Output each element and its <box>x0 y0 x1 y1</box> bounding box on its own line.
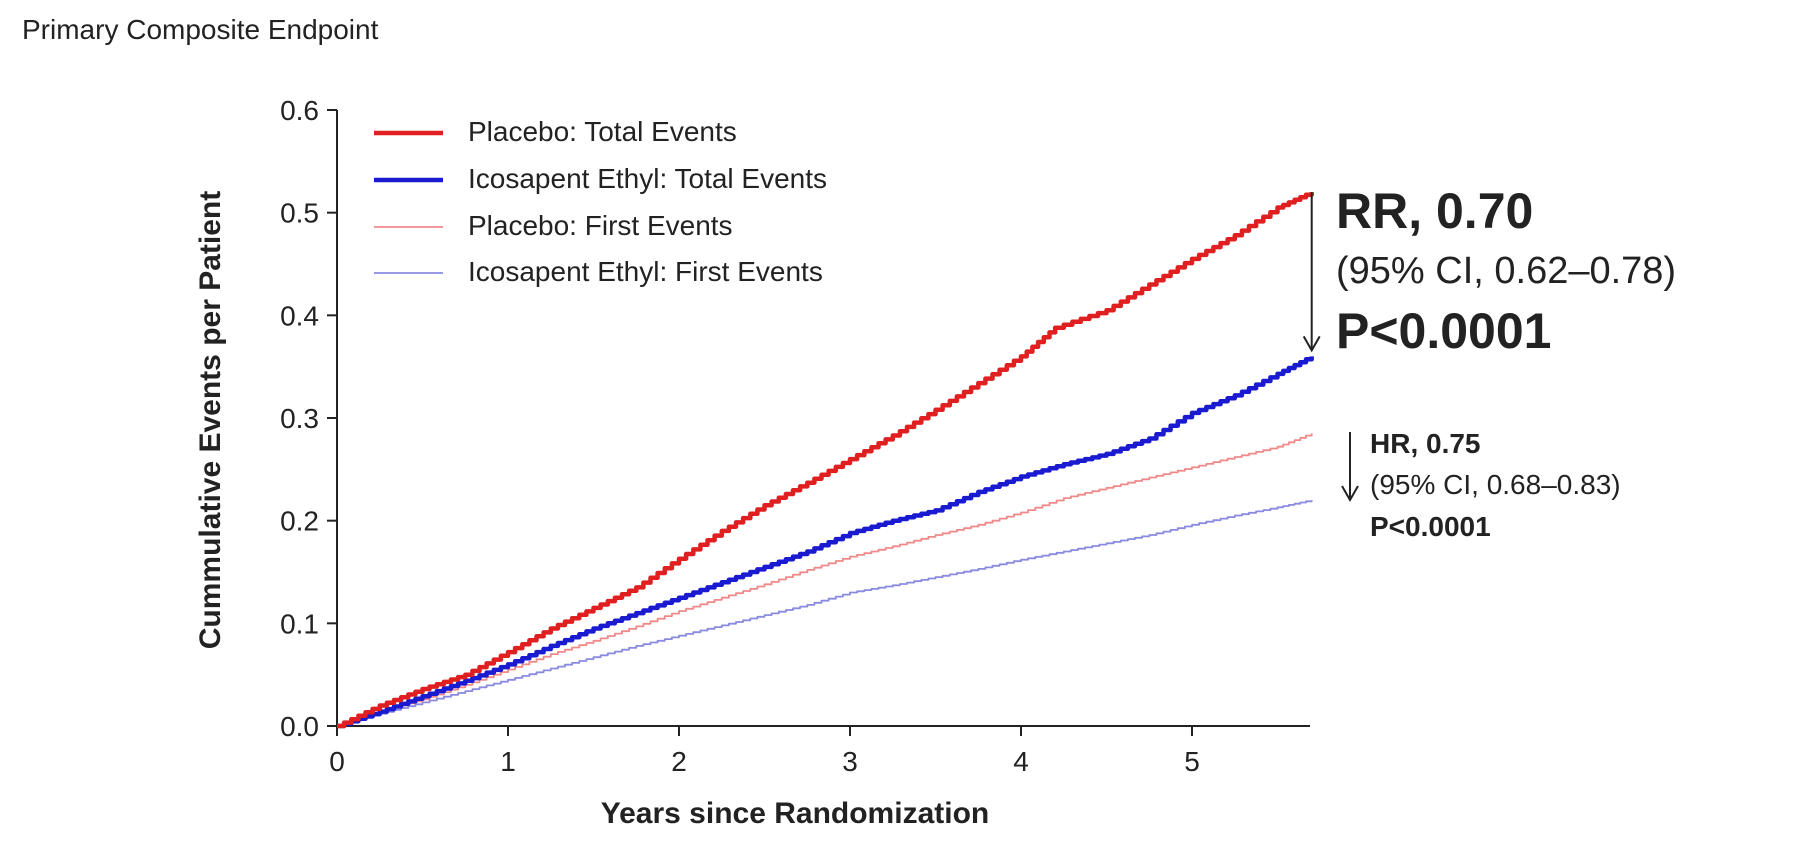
series-layer <box>337 192 1314 729</box>
legend-label-placebo-first: Placebo: First Events <box>468 210 733 241</box>
series-line-1 <box>337 356 1314 729</box>
legend-lines <box>374 130 443 274</box>
y-tick-label: 0.3 <box>280 403 319 434</box>
rr-value: RR, 0.70 <box>1336 183 1534 239</box>
hr-arrow-head <box>1341 485 1359 503</box>
x-axis-label: Years since Randomization <box>601 797 989 830</box>
y-tick-label: 0.2 <box>280 506 319 537</box>
page-title: Primary Composite Endpoint <box>22 14 379 45</box>
series-line-2 <box>337 433 1313 727</box>
x-tick-label: 3 <box>842 746 858 777</box>
y-tick-label: 0.4 <box>280 300 319 331</box>
axes: 0.0 0.1 0.2 0.3 0.4 0.5 0.6 0 1 2 3 4 5 <box>280 95 1310 777</box>
series-line-3 <box>337 500 1313 727</box>
annotation-arrows <box>1302 192 1359 503</box>
y-tick-label: 0.5 <box>280 198 319 229</box>
rr-ci: (95% CI, 0.62–0.78) <box>1336 250 1677 292</box>
legend-label-icosapent-first: Icosapent Ethyl: First Events <box>468 256 823 287</box>
x-tick-label: 5 <box>1184 746 1200 777</box>
x-tick-label: 0 <box>329 746 345 777</box>
x-tick-label: 1 <box>500 746 516 777</box>
hr-value: HR, 0.75 <box>1370 428 1481 459</box>
y-tick-label: 0.0 <box>280 711 319 742</box>
legend-label-placebo-total: Placebo: Total Events <box>468 116 737 147</box>
x-tick-label: 4 <box>1013 746 1029 777</box>
hr-ci: (95% CI, 0.68–0.83) <box>1370 469 1621 500</box>
legend-label-icosapent-total: Icosapent Ethyl: Total Events <box>468 163 828 194</box>
y-tick-label: 0.1 <box>280 608 319 639</box>
rr-p-value: P<0.0001 <box>1336 303 1552 359</box>
y-tick-label: 0.6 <box>280 95 319 126</box>
y-axis-label: Cummulative Events per Patient <box>194 191 227 649</box>
x-tick-label: 2 <box>671 746 687 777</box>
series-line-0 <box>337 192 1314 729</box>
hr-p-value: P<0.0001 <box>1370 511 1491 542</box>
rr-arrow-head <box>1302 335 1321 353</box>
